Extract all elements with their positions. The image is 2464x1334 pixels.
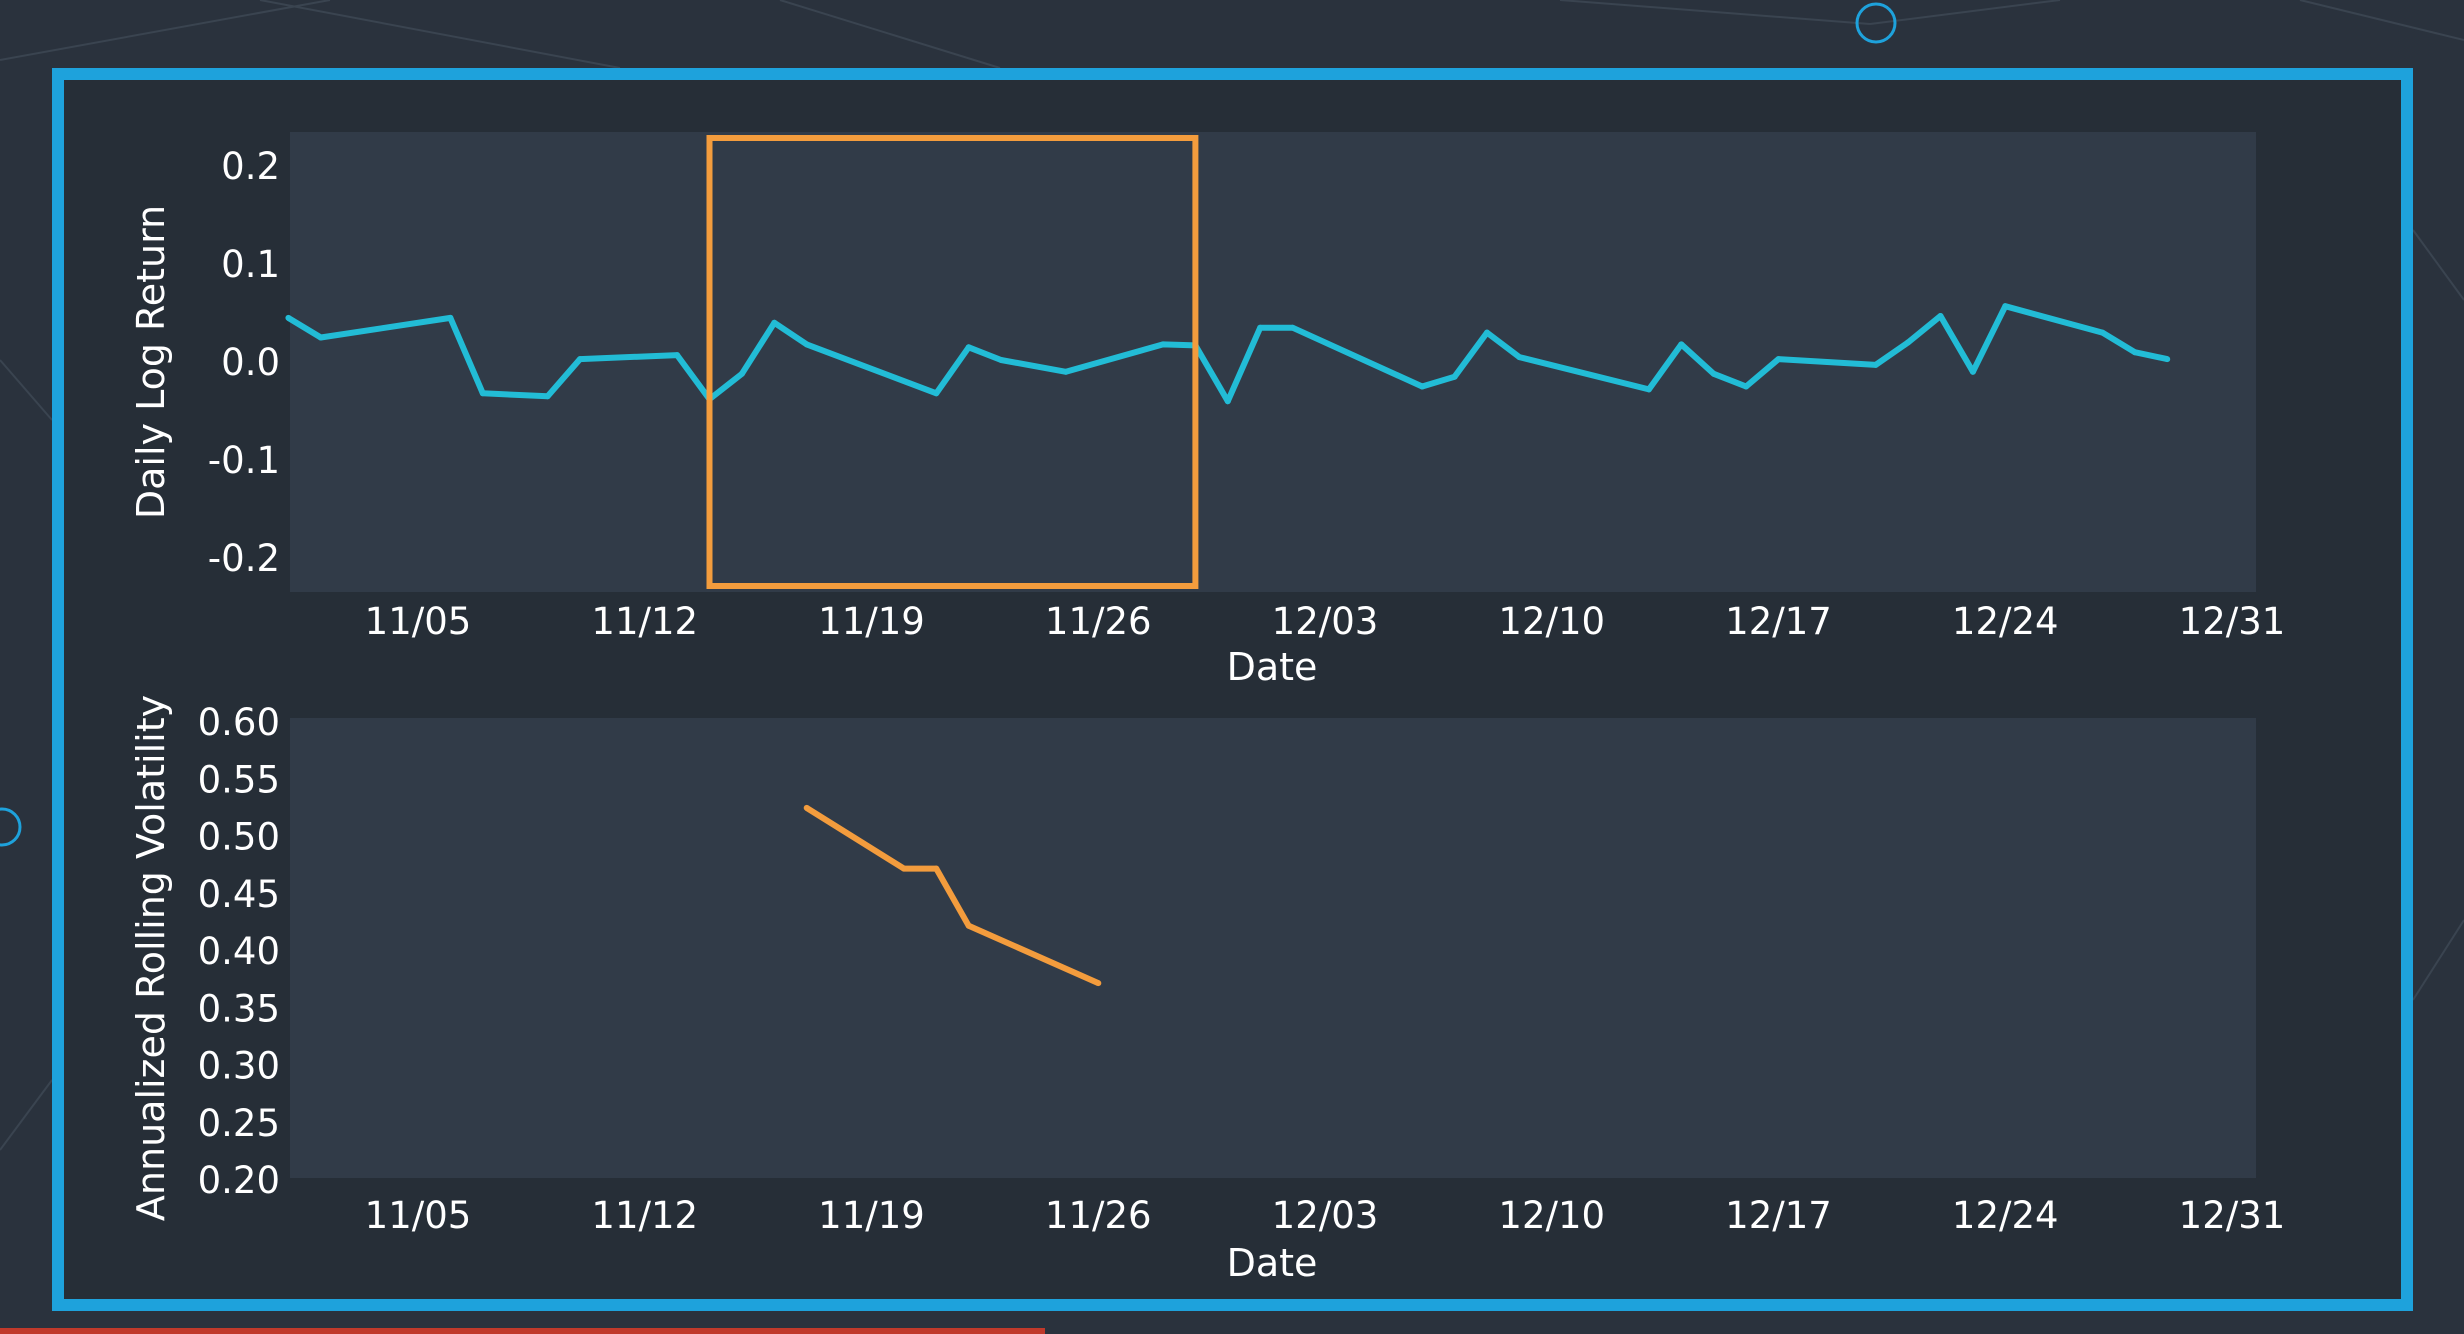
top-data-point	[933, 390, 940, 397]
bot-x-tick-label: 12/10	[1498, 1194, 1605, 1237]
top-x-tick-label: 11/19	[818, 600, 925, 643]
node-circle-left	[0, 807, 22, 847]
bot-x-tick-label: 11/19	[818, 1194, 925, 1237]
highlight-box	[706, 135, 1199, 589]
top-data-point	[2131, 349, 2138, 356]
bot-x-tick-label: 12/24	[1952, 1194, 2059, 1237]
top-data-point	[1419, 383, 1426, 390]
bot-y-tick-label: 0.40	[198, 930, 280, 973]
top-x-tick-label: 12/24	[1952, 600, 2059, 643]
top-data-point	[2002, 303, 2009, 310]
bot-data-point	[1095, 980, 1102, 987]
top-x-tick-label: 11/05	[365, 600, 472, 643]
top-x-tick-label: 12/31	[2179, 600, 2286, 643]
bot-data-point	[965, 922, 972, 929]
volatility-x-ticks: 11/05 11/12 11/19 11/26 12/03 12/10 12/17 12/24…	[365, 1194, 2286, 1237]
top-data-point	[1257, 324, 1264, 331]
top-data-point	[674, 352, 681, 359]
bottom-progress-line	[0, 1328, 1045, 1334]
top-data-point	[285, 314, 292, 321]
bot-data-point	[933, 865, 940, 872]
top-data-point	[1710, 370, 1717, 377]
top-data-point	[479, 390, 486, 397]
bot-y-tick-label: 0.35	[198, 987, 280, 1030]
top-data-point	[1516, 354, 1523, 361]
top-data-point	[1678, 341, 1685, 348]
top-x-tick-label: 12/03	[1272, 600, 1379, 643]
returns-plot-area	[290, 132, 2256, 592]
bot-x-tick-label: 11/05	[365, 1194, 472, 1237]
bot-data-point	[803, 804, 810, 811]
top-data-point	[1224, 398, 1231, 405]
top-x-tick-label: 12/10	[1498, 600, 1605, 643]
volatility-y-ticks: 0.60 0.55 0.50 0.45 0.40 0.35 0.30 0.25 0.20	[198, 701, 280, 1202]
top-x-tick-label: 12/17	[1725, 600, 1832, 643]
bot-data-point	[900, 865, 907, 872]
bot-y-tick-label: 0.25	[198, 1102, 280, 1145]
volatility-chart: 0.60 0.55 0.50 0.45 0.40 0.35 0.30 0.25 0.20 11/…	[129, 695, 2285, 1285]
top-y-tick-label: 0.1	[221, 243, 280, 286]
top-data-point	[544, 393, 551, 400]
top-data-point	[1451, 373, 1458, 380]
volatility-x-axis-label: Date	[1227, 1241, 1318, 1285]
top-data-point	[1289, 324, 1296, 331]
top-data-point	[998, 357, 1005, 363]
top-x-tick-label: 11/12	[591, 600, 698, 643]
bot-y-tick-label: 0.50	[198, 816, 280, 859]
top-data-point	[2164, 356, 2171, 363]
top-data-point	[1872, 361, 1879, 368]
top-data-point	[577, 356, 583, 363]
top-data-point	[1743, 383, 1750, 390]
top-data-point	[447, 314, 454, 321]
volatility-y-axis-label: Annualized Rolling Volatility	[129, 695, 173, 1221]
bot-y-tick-label: 0.20	[198, 1159, 280, 1202]
top-data-point	[1160, 341, 1166, 348]
top-data-point	[803, 341, 810, 348]
bot-y-tick-label: 0.55	[198, 758, 280, 801]
top-data-point	[1484, 329, 1490, 336]
returns-y-ticks: 0.2 0.1 0.0 -0.1 -0.2	[208, 145, 280, 580]
returns-x-ticks: 11/05 11/12 11/19 11/26 12/03 12/10 12/17 12/24…	[365, 600, 2286, 643]
bot-y-tick-label: 0.45	[198, 873, 280, 916]
top-y-tick-label: -0.2	[208, 537, 280, 580]
bot-y-tick-label: 0.60	[198, 701, 280, 744]
volatility-series-points	[803, 804, 1102, 987]
bot-x-tick-label: 12/03	[1272, 1194, 1379, 1237]
bot-x-tick-label: 12/31	[2179, 1194, 2286, 1237]
top-data-point	[1062, 368, 1069, 375]
top-data-point	[1775, 356, 1782, 363]
top-data-point	[1645, 386, 1652, 393]
bot-x-tick-label: 12/17	[1725, 1194, 1832, 1237]
top-data-point	[1905, 339, 1912, 346]
top-y-tick-label: -0.1	[208, 439, 280, 482]
top-data-point	[317, 334, 324, 341]
top-data-point	[738, 370, 745, 377]
bot-y-tick-label: 0.30	[198, 1045, 280, 1088]
returns-chart: 0.2 0.1 0.0 -0.1 -0.2 11/05 11/12 11/19 11/26 12…	[129, 132, 2285, 689]
node-circle-top	[1855, 2, 1897, 44]
returns-y-axis-label: Daily Log Return	[129, 205, 173, 519]
top-y-tick-label: 0.0	[221, 341, 280, 384]
top-data-point	[2099, 329, 2106, 336]
top-x-tick-label: 11/26	[1045, 600, 1152, 643]
bot-x-tick-label: 11/26	[1045, 1194, 1152, 1237]
returns-x-axis-label: Date	[1227, 645, 1318, 689]
top-data-point	[1969, 368, 1976, 375]
top-y-tick-label: 0.2	[221, 145, 280, 188]
volatility-plot-area	[290, 718, 2256, 1178]
bot-x-tick-label: 11/12	[591, 1194, 698, 1237]
top-data-point	[1937, 313, 1944, 319]
top-data-point	[771, 319, 778, 326]
top-data-point	[965, 344, 972, 351]
